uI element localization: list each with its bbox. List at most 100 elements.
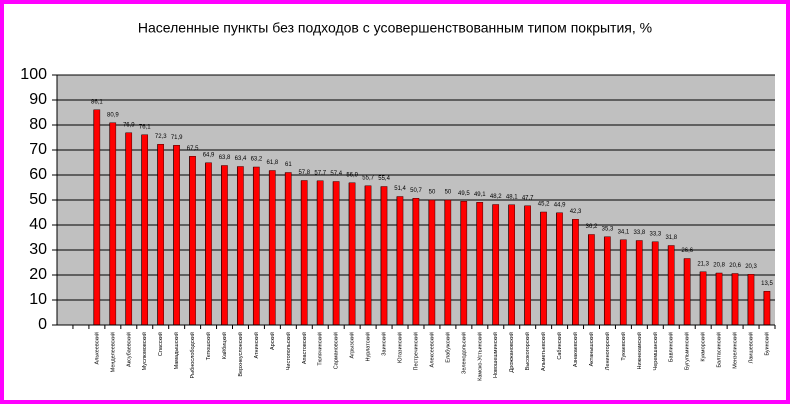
y-tick-label: 30 bbox=[29, 241, 47, 258]
value-label: 42,3 bbox=[570, 209, 582, 215]
value-label: 26,6 bbox=[681, 248, 693, 254]
x-tick-label: Рыбнослободский bbox=[189, 332, 196, 379]
x-tick-label: Мамадышский bbox=[173, 332, 180, 369]
value-label: 47,7 bbox=[522, 195, 534, 201]
value-label: 13,5 bbox=[761, 281, 773, 287]
value-label: 63,2 bbox=[251, 157, 263, 163]
x-tick-label: Зеленодольский bbox=[460, 332, 467, 374]
x-tick-label: Лениногорский bbox=[604, 332, 611, 370]
bar bbox=[396, 196, 404, 326]
bar bbox=[285, 172, 292, 326]
x-tick-label: Сармановский bbox=[333, 332, 340, 369]
bar bbox=[237, 166, 244, 326]
x-tick-label: Апастовский bbox=[301, 332, 308, 364]
x-tick-label: Тукаевский bbox=[620, 332, 627, 361]
x-tick-label: Верхнеуслонский bbox=[237, 332, 244, 377]
x-tick-label: Тетюшский bbox=[205, 332, 212, 360]
x-tick-label: Кайбицкий bbox=[221, 332, 228, 359]
x-tick-label: Камско-Устьинский bbox=[476, 332, 483, 381]
value-label: 35,3 bbox=[602, 226, 614, 232]
value-label: 63,8 bbox=[219, 155, 231, 161]
bar bbox=[348, 182, 356, 326]
value-label: 51,4 bbox=[394, 186, 406, 192]
value-label: 50 bbox=[445, 190, 452, 196]
x-tick-label: Арский bbox=[269, 332, 276, 350]
value-label: 61,8 bbox=[267, 160, 279, 166]
x-tick-label: Муслюмовский bbox=[141, 332, 148, 370]
value-label: 36,2 bbox=[586, 224, 598, 230]
x-tick-label: Лаишевский bbox=[748, 332, 755, 363]
bar bbox=[269, 170, 276, 326]
bar bbox=[428, 199, 436, 326]
bar bbox=[301, 180, 308, 326]
x-tick-label: Тюлячинский bbox=[317, 332, 324, 366]
bar bbox=[109, 122, 117, 326]
value-label: 76,1 bbox=[139, 124, 151, 130]
x-tick-label: Нижнекамский bbox=[636, 332, 643, 370]
value-label: 72,3 bbox=[155, 134, 167, 140]
x-tick-label: Менделеевский bbox=[109, 332, 116, 372]
value-label: 20,6 bbox=[729, 263, 741, 269]
bar bbox=[715, 272, 723, 326]
value-label: 45,2 bbox=[538, 202, 550, 208]
bar bbox=[747, 274, 755, 326]
x-tick-label: Актанышский bbox=[588, 332, 595, 366]
bar bbox=[668, 245, 675, 326]
value-label: 31,8 bbox=[665, 235, 677, 241]
bar bbox=[253, 166, 260, 326]
x-tick-label: Атнинский bbox=[253, 332, 260, 359]
x-tick-label: Спасский bbox=[157, 332, 164, 356]
x-tick-label: Азнакаевский bbox=[572, 332, 579, 367]
value-label: 55,4 bbox=[378, 176, 390, 182]
bar bbox=[556, 212, 563, 326]
value-label: 49,5 bbox=[458, 191, 470, 197]
bar bbox=[221, 165, 228, 326]
x-tick-label: Балтасинский bbox=[716, 332, 723, 368]
x-tick-label: Сабинский bbox=[556, 332, 563, 360]
bar bbox=[763, 291, 771, 326]
bar bbox=[93, 109, 101, 326]
bar bbox=[572, 219, 579, 326]
x-tick-label: Елабужский bbox=[444, 332, 451, 363]
bar bbox=[652, 241, 659, 326]
value-label: 57,7 bbox=[314, 170, 326, 176]
chart-title: Населенные пункты без подходов с усоверш… bbox=[138, 20, 652, 36]
x-tick-label: Заинский bbox=[381, 332, 388, 356]
bar bbox=[636, 240, 643, 326]
x-tick-label: Бугульминский bbox=[684, 332, 691, 370]
x-tick-label: Ютазинский bbox=[396, 332, 403, 363]
value-label: 20,8 bbox=[713, 263, 725, 269]
x-tick-label: Мензелинский bbox=[732, 332, 739, 369]
value-label: 48,2 bbox=[490, 194, 502, 200]
x-tick-label: Чистопольский bbox=[285, 332, 292, 370]
value-label: 48,1 bbox=[506, 194, 518, 200]
x-tick-label: Высокогорский bbox=[524, 332, 531, 370]
x-tick-label: Агрызский bbox=[349, 332, 356, 358]
bar bbox=[588, 234, 595, 326]
x-tick-label: Кукморский bbox=[700, 332, 707, 362]
y-tick-label: 10 bbox=[29, 291, 47, 308]
value-label: 33,3 bbox=[649, 231, 661, 237]
value-label: 63,4 bbox=[235, 156, 247, 162]
value-label: 86,1 bbox=[91, 99, 103, 105]
value-label: 33,8 bbox=[634, 230, 646, 236]
y-tick-label: 40 bbox=[29, 216, 47, 233]
bar bbox=[444, 199, 452, 326]
value-label: 57,4 bbox=[330, 171, 342, 177]
bar bbox=[205, 162, 212, 326]
y-tick-label: 0 bbox=[38, 316, 47, 333]
bar bbox=[317, 180, 324, 326]
value-label: 80,9 bbox=[107, 112, 119, 118]
x-tick-label: Пестречинский bbox=[412, 332, 419, 371]
bar bbox=[508, 204, 515, 326]
y-tick-label: 80 bbox=[29, 116, 47, 133]
y-tick-label: 50 bbox=[29, 191, 47, 208]
bar bbox=[380, 186, 388, 326]
x-tick-label: Бавлинский bbox=[668, 332, 675, 362]
y-tick-label: 60 bbox=[29, 166, 47, 183]
x-tick-label: Нурлатский bbox=[365, 332, 372, 361]
bar bbox=[141, 134, 149, 326]
value-label: 56,9 bbox=[346, 172, 358, 178]
value-label: 67,5 bbox=[187, 146, 199, 152]
bar bbox=[332, 181, 340, 326]
